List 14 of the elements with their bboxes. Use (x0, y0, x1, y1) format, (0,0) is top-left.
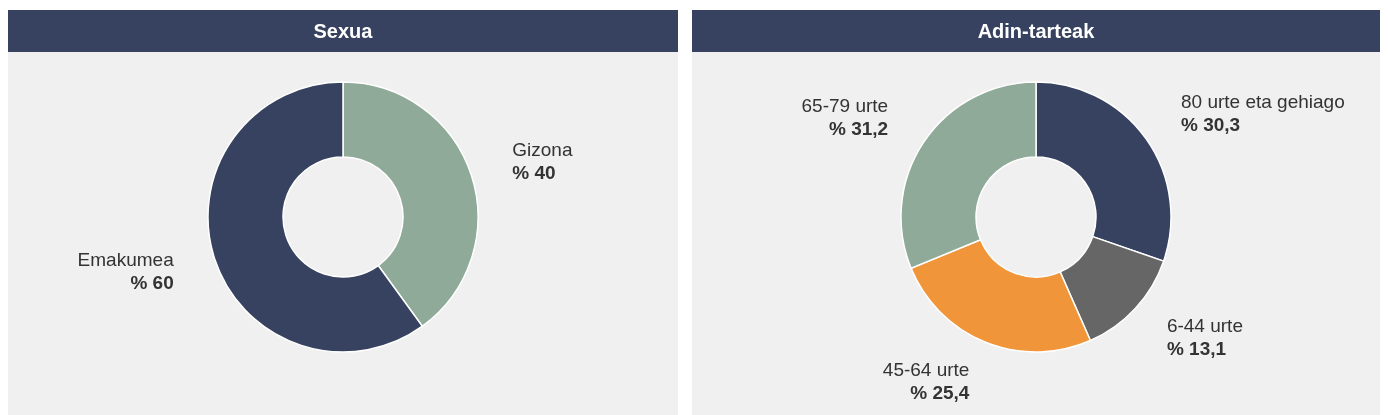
slice-label: 80 urte eta gehiago (1180, 90, 1345, 112)
slice-label: 6-44 urte (1166, 314, 1243, 336)
data-label: % 13,1 (1166, 337, 1227, 359)
data-label: % 40 (512, 161, 556, 183)
chart-title: Sexua (8, 10, 678, 52)
data-label: % 31,2 (829, 117, 889, 139)
slice-label: 65-79 urte (801, 94, 889, 116)
slice-label: 45-64 urte (882, 359, 970, 381)
data-label: % 25,4 (910, 382, 970, 404)
chart-title: Adin-tarteak (692, 10, 1380, 52)
data-label: % 60 (130, 272, 174, 294)
data-label: % 30,3 (1180, 113, 1241, 135)
slice-label: Gizona (512, 138, 573, 160)
slice-label: Emakumea (77, 249, 175, 271)
